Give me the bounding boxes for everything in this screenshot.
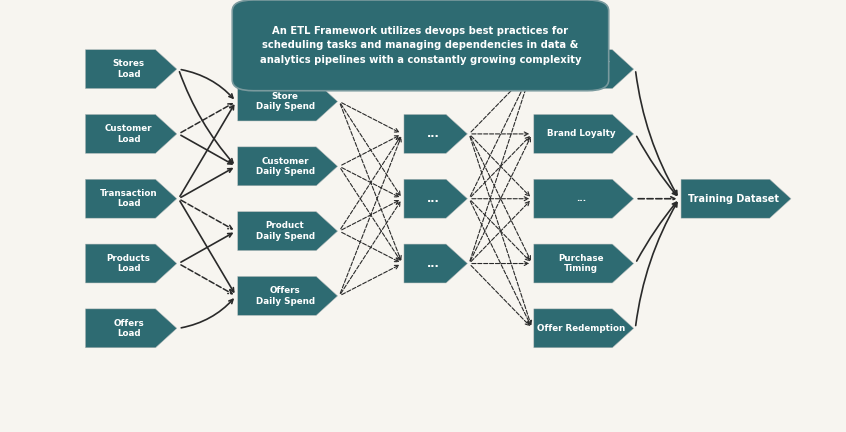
Polygon shape	[85, 114, 177, 153]
Text: Offers
Daily Spend: Offers Daily Spend	[255, 286, 315, 305]
Text: ...: ...	[576, 194, 586, 203]
Polygon shape	[404, 179, 467, 218]
Polygon shape	[85, 309, 177, 348]
Text: ...: ...	[426, 258, 440, 269]
Text: Brand Loyalty: Brand Loyalty	[547, 130, 616, 138]
Polygon shape	[85, 179, 177, 218]
Text: Offers
Load: Offers Load	[113, 319, 144, 338]
Polygon shape	[534, 179, 634, 218]
Text: Customer
Daily Spend: Customer Daily Spend	[255, 157, 315, 176]
Text: Seasonality
Score: Seasonality Score	[552, 60, 610, 79]
Text: ...: ...	[426, 194, 440, 204]
Text: Stores
Load: Stores Load	[113, 60, 145, 79]
Polygon shape	[85, 50, 177, 89]
Polygon shape	[238, 82, 338, 121]
Polygon shape	[534, 309, 634, 348]
Polygon shape	[238, 147, 338, 186]
Polygon shape	[534, 114, 634, 153]
Text: Products
Load: Products Load	[107, 254, 151, 273]
Text: Transaction
Load: Transaction Load	[100, 189, 157, 208]
Polygon shape	[534, 244, 634, 283]
Polygon shape	[404, 114, 467, 153]
FancyBboxPatch shape	[232, 0, 609, 91]
Text: Customer
Load: Customer Load	[105, 124, 152, 143]
Text: Product
Daily Spend: Product Daily Spend	[255, 222, 315, 241]
Polygon shape	[238, 276, 338, 315]
Text: Training Dataset: Training Dataset	[688, 194, 779, 204]
Text: Store
Daily Spend: Store Daily Spend	[255, 92, 315, 111]
Polygon shape	[534, 50, 634, 89]
Text: Offer Redemption: Offer Redemption	[537, 324, 625, 333]
Text: ...: ...	[426, 129, 440, 139]
Polygon shape	[238, 212, 338, 251]
Polygon shape	[681, 179, 791, 218]
Polygon shape	[404, 244, 467, 283]
Text: An ETL Framework utilizes devops best practices for
scheduling tasks and managin: An ETL Framework utilizes devops best pr…	[260, 26, 581, 65]
Polygon shape	[85, 244, 177, 283]
Text: Purchase
Timing: Purchase Timing	[558, 254, 604, 273]
